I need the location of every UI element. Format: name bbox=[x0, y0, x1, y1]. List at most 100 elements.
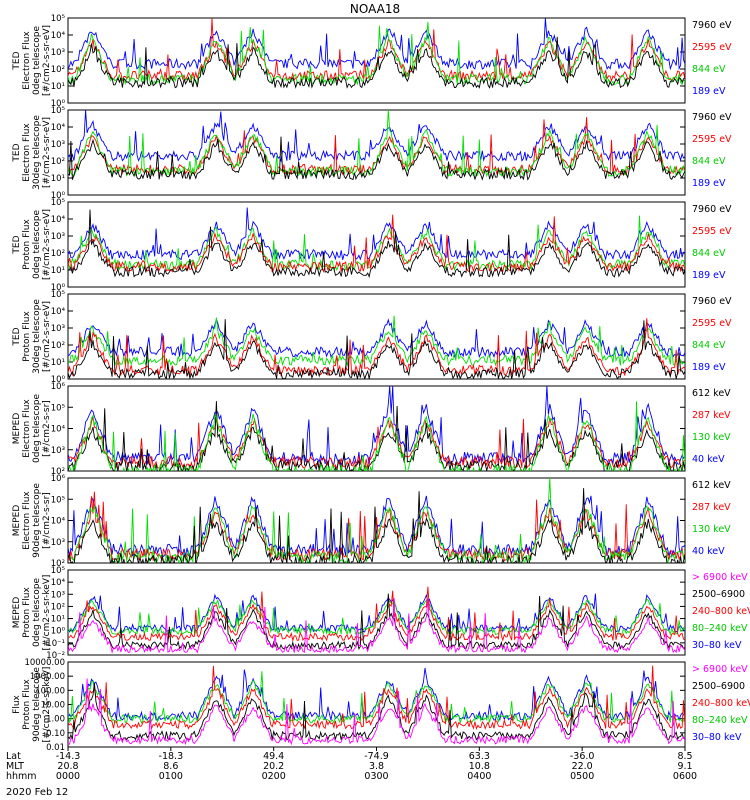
y-tick-label: 10⁴ bbox=[51, 31, 66, 41]
y-axis-label: TEDElectron Flux0deg telescope[#/cm2-s-s… bbox=[12, 25, 52, 96]
y-tick-label: 10⁴ bbox=[51, 215, 66, 225]
y-axis-label: MEPEDElectron Flux0deg telescope[#/cm2-s… bbox=[12, 394, 52, 464]
y-axis-label-line: [#/cm2-s-sr] bbox=[42, 400, 52, 457]
y-tick-label: 10¹ bbox=[51, 82, 65, 92]
legend-entry: 7960 eV bbox=[692, 204, 732, 215]
series-line-4 bbox=[68, 207, 685, 261]
series-line-1 bbox=[68, 678, 685, 746]
y-axis-label-line: Flux bbox=[12, 694, 22, 713]
y-axis-label-line: MEPED bbox=[12, 505, 22, 537]
series-line-4 bbox=[68, 110, 685, 163]
y-tick-label: 1.00 bbox=[46, 715, 65, 725]
y-axis-label-line: Electron Flux bbox=[22, 31, 32, 90]
y-tick-label: 10² bbox=[51, 341, 65, 351]
y-tick-label: 10³ bbox=[51, 538, 65, 548]
series-line-3 bbox=[68, 21, 685, 86]
legend-entry: 287 keV bbox=[692, 410, 731, 421]
series-line-5 bbox=[68, 593, 685, 634]
y-axis-label-line: Proton Flux bbox=[22, 311, 32, 362]
y-axis-label-line: [#/cm2-s-sr-eV] bbox=[42, 25, 52, 96]
y-axis-label-line: 90deg telescope bbox=[32, 483, 42, 558]
series-line-1 bbox=[68, 598, 685, 654]
y-tick-label: 10³ bbox=[51, 446, 65, 456]
y-tick-label: 10⁰ bbox=[51, 99, 66, 109]
legend-entry: 2595 eV bbox=[692, 42, 732, 53]
x-row-label: Lat bbox=[6, 751, 21, 762]
y-axis-label-line: MEPED bbox=[12, 413, 22, 445]
x-tick-label: 20.8 bbox=[57, 761, 78, 772]
y-tick-label: 10² bbox=[51, 467, 65, 477]
x-tick-label: 0400 bbox=[467, 771, 491, 782]
x-tick-label: 9.1 bbox=[677, 761, 692, 772]
legend-entry: > 6900 keV bbox=[692, 664, 748, 675]
legend-entry: 612 keV bbox=[692, 388, 731, 399]
y-axis-label-line: TED bbox=[12, 143, 22, 162]
date-label: 2020 Feb 12 bbox=[6, 787, 68, 798]
series-line-2 bbox=[68, 491, 685, 562]
y-tick-label: 100.00 bbox=[35, 686, 65, 696]
legend-entry: 287 keV bbox=[692, 502, 731, 513]
y-axis-label-line: TED bbox=[12, 235, 22, 254]
y-axis-label-line: 0deg telescope bbox=[32, 578, 42, 648]
y-axis-label: MEPEDProton Flux0deg telescope[#/cm2-s-s… bbox=[12, 575, 52, 651]
y-tick-label: 10⁵ bbox=[51, 403, 65, 413]
legend-entry: 30–80 keV bbox=[692, 640, 742, 651]
x-tick-label: 0100 bbox=[159, 771, 183, 782]
legend-entry: 189 eV bbox=[692, 178, 726, 189]
y-axis-label-line: [#/cm2-s-sr-keV] bbox=[42, 667, 52, 743]
y-axis-label: TEDElectron Flux30deg telescope[#/cm2-s-… bbox=[12, 115, 52, 190]
y-tick-label: 10¹ bbox=[51, 358, 65, 368]
y-tick-label: 10⁰ bbox=[51, 191, 66, 201]
y-tick-label: 0.01 bbox=[46, 743, 65, 753]
y-tick-label: 10.00 bbox=[41, 701, 65, 711]
x-tick-label: 63.3 bbox=[469, 751, 490, 762]
y-tick-label: 10⁰ bbox=[51, 375, 66, 385]
y-tick-label: 1000.00 bbox=[30, 672, 65, 682]
y-tick-label: 10⁰ bbox=[51, 283, 66, 293]
legend-entry: 7960 eV bbox=[692, 296, 732, 307]
x-row-label: MLT bbox=[6, 761, 24, 772]
panel-frame bbox=[67, 569, 686, 656]
y-axis-label: TEDProton Flux0deg telescope[#/cm2-s-sr-… bbox=[12, 209, 52, 280]
y-axis-label-line: 90deg telescope bbox=[32, 667, 42, 742]
x-tick-label: 3.8 bbox=[369, 761, 384, 772]
legend-entry: 7960 eV bbox=[692, 112, 732, 123]
legend-entry: > 6900 keV bbox=[692, 572, 748, 583]
x-tick-label: 49.4 bbox=[263, 751, 284, 762]
legend-entry: 130 keV bbox=[692, 524, 731, 535]
y-tick-label: 10⁴ bbox=[51, 123, 66, 133]
y-tick-label: 10³ bbox=[51, 140, 65, 150]
x-tick-label: 0000 bbox=[56, 771, 80, 782]
x-tick-label: 0600 bbox=[673, 771, 697, 782]
y-axis-label-line: TED bbox=[12, 51, 22, 70]
series-line-1 bbox=[68, 136, 685, 181]
legend-entry: 240–800 keV bbox=[692, 606, 750, 617]
series-line-2 bbox=[68, 682, 685, 742]
legend-entry: 2595 eV bbox=[692, 318, 732, 329]
series-line-1 bbox=[68, 209, 685, 279]
series-line-3 bbox=[68, 401, 685, 471]
y-axis-label-line: Electron Flux bbox=[22, 399, 32, 458]
legend-entry: 2500–6900 bbox=[692, 681, 745, 692]
y-axis-label: TEDProton Flux30deg telescope[#/cm2-s-sr… bbox=[12, 299, 52, 374]
series-line-3 bbox=[68, 665, 685, 731]
y-tick-label: 10⁰ bbox=[51, 627, 66, 637]
x-tick-label: -18.3 bbox=[159, 751, 184, 762]
panel-frame bbox=[67, 109, 686, 196]
series-line-2 bbox=[68, 593, 685, 651]
y-axis-label-line: Electron Flux bbox=[22, 123, 32, 182]
y-axis-label-line: 0deg telescope bbox=[32, 394, 42, 464]
legend-entry: 844 eV bbox=[692, 248, 726, 259]
plot-area bbox=[68, 386, 685, 471]
y-tick-label: 10⁵ bbox=[51, 566, 65, 576]
y-tick-label: 10⁵ bbox=[51, 106, 65, 116]
legend-entry: 40 keV bbox=[692, 546, 725, 557]
legend-entry: 80–240 keV bbox=[692, 623, 748, 634]
y-tick-label: 10¹ bbox=[51, 615, 65, 625]
legend-entry: 189 eV bbox=[692, 362, 726, 373]
